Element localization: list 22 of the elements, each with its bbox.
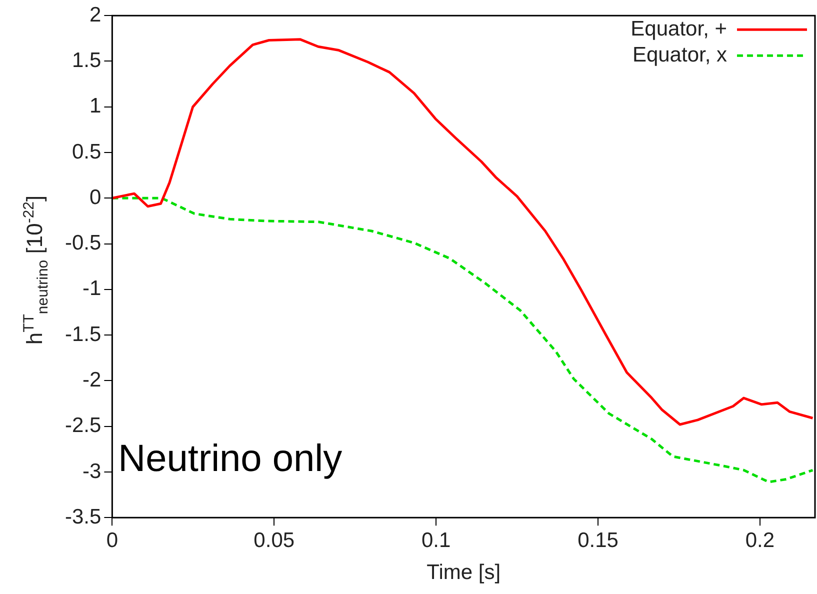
legend-label: Equator, x [632,43,728,66]
y-tick-label: -2.5 [65,414,102,438]
y-tick-label: -3.5 [65,505,102,528]
line-series [112,196,814,484]
y-tick-label: -0.5 [65,232,102,255]
x-tick-label: 0.05 [254,528,295,552]
y-tick-label: 1.5 [72,49,102,72]
y-tick-label: -2 [82,368,102,392]
legend-label: Equator, + [630,17,727,40]
y-tick-label: -1.5 [65,322,102,346]
x-axis-title: Time [s] [426,561,501,584]
y-tick-label: -3 [82,460,102,483]
annotation: Neutrino only [118,438,342,480]
y-tick-label: 0 [90,186,102,209]
y-tick-label: -1 [82,277,102,300]
x-tick-label: 0 [106,528,118,552]
y-tick-label: 2 [90,3,102,26]
y-tick-label: 1 [90,94,102,118]
x-tick-label: 0.2 [745,528,775,552]
x-tick-label: 0.1 [421,528,451,552]
y-tick-label: 0.5 [72,140,102,164]
x-tick-label: 0.15 [578,528,618,552]
